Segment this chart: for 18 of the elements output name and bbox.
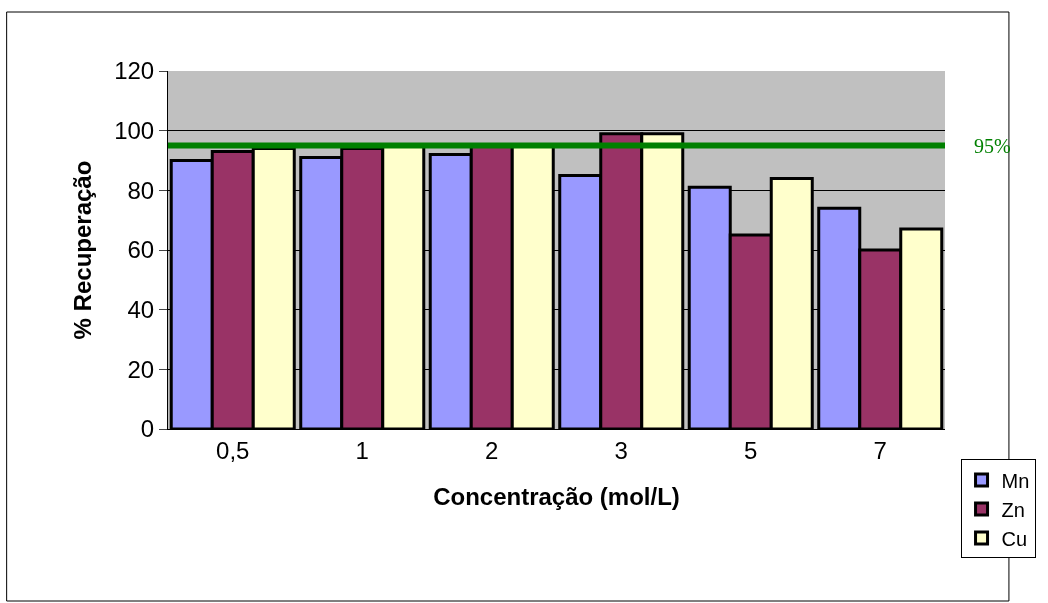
x-tick-label: 2 [485, 436, 499, 464]
y-tick-label: 100 [114, 117, 155, 145]
x-tick-label: 1 [355, 436, 369, 464]
x-tick-label: 0,5 [216, 436, 250, 464]
x-tick-label: 5 [744, 436, 758, 464]
y-tick-label: 80 [127, 176, 155, 204]
legend-label: Cu [1001, 527, 1028, 550]
y-tick-label: 40 [127, 296, 155, 324]
y-tick-label: 60 [127, 236, 155, 264]
legend-label: Zn [1001, 498, 1025, 521]
y-tick-label: 0 [140, 415, 155, 443]
x-axis-title: Concentração (mol/L) [433, 483, 680, 511]
y-tick-label: 20 [127, 355, 155, 383]
y-tick-label: 120 [114, 57, 155, 85]
legend-label: Mn [1001, 469, 1030, 492]
y-axis-title: % Recuperação [69, 160, 97, 340]
x-tick-label: 3 [614, 436, 628, 464]
x-tick-label: 7 [873, 436, 887, 464]
